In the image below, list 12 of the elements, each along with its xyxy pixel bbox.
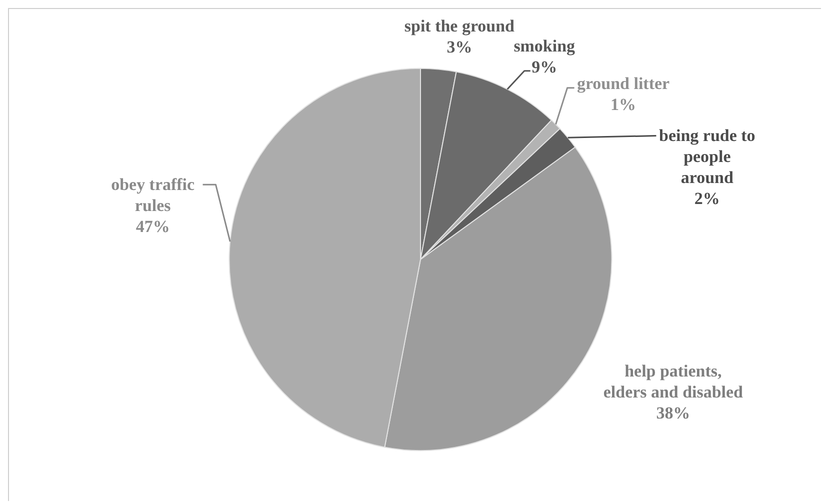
slice-label: obey traffic rules bbox=[111, 175, 195, 215]
data-label: 9% bbox=[532, 57, 558, 76]
data-label: 2% bbox=[694, 189, 720, 208]
data-label: 1% bbox=[610, 95, 636, 114]
slice-label: being rude to people around bbox=[659, 126, 756, 188]
slice-label: smoking bbox=[514, 36, 576, 56]
slice-label: spit the ground bbox=[404, 16, 516, 36]
slice-label: ground litter bbox=[576, 74, 670, 94]
data-label: 38% bbox=[656, 404, 690, 423]
data-label: 47% bbox=[136, 216, 170, 236]
slice-label: help patients, elders and disabled bbox=[603, 362, 744, 402]
data-label: 3% bbox=[446, 37, 472, 56]
